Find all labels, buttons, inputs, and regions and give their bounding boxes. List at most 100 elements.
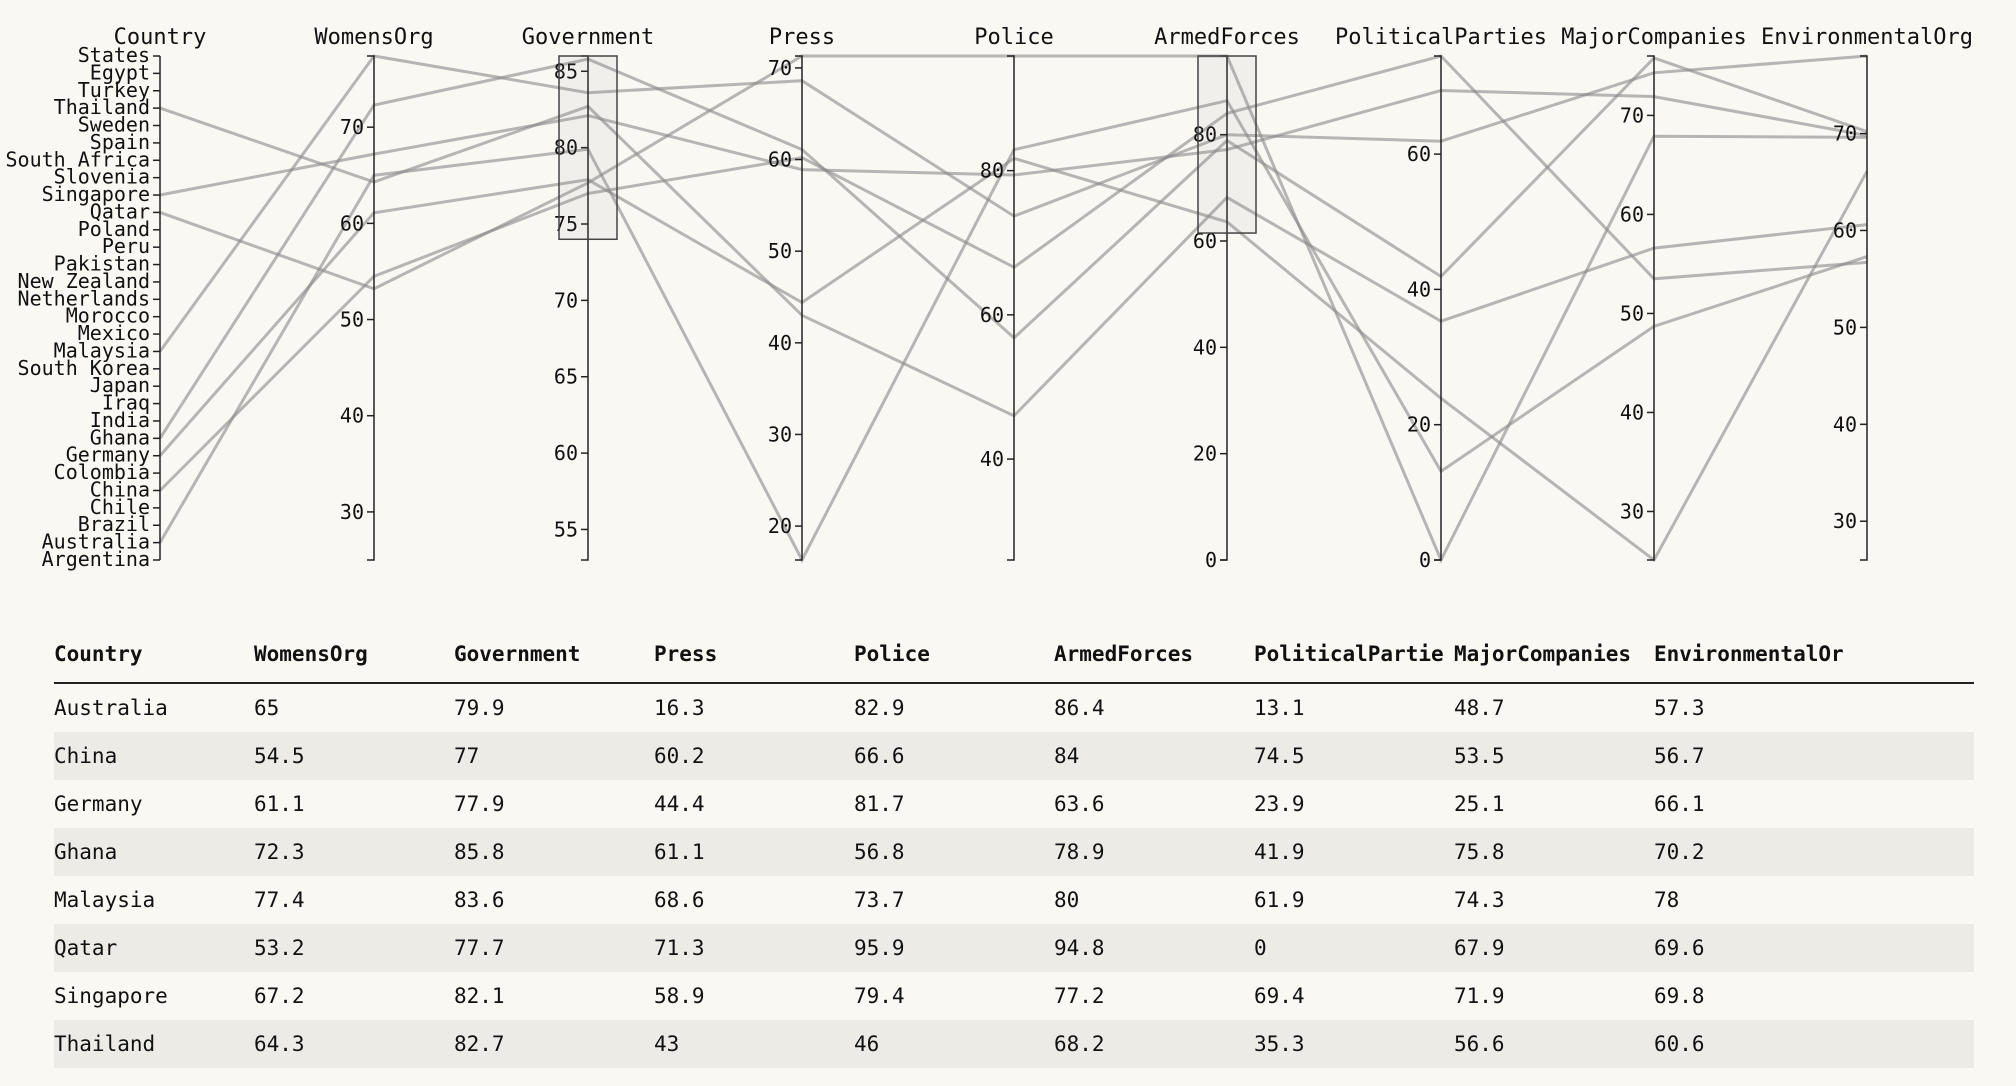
table-cell: 68.2 [1054,1032,1105,1056]
table-cell: 77.2 [1054,984,1105,1008]
table-cell: 56.8 [854,840,905,864]
table-cell: 67.2 [254,984,305,1008]
table-cell: 77.4 [254,888,305,912]
tick-label: Brazil [78,512,150,536]
table-cell: 75.8 [1454,840,1505,864]
column-header[interactable]: Police [854,626,1054,684]
axis-title: EnvironmentalOrg [1761,25,1973,50]
table-cell: 81.7 [854,792,905,816]
axis-press[interactable]: Press 20 30 40 50 60 70 [768,25,835,561]
data-table-container: Country WomensOrg Government Press Police Arm… [54,626,1974,1068]
tick-label: Japan [90,373,150,397]
table-cell: Thailand [54,1032,156,1056]
table-cell: 53.2 [254,936,305,960]
table-cell: 77.7 [454,936,505,960]
table-row[interactable]: Singapore 67.2 82.1 58.9 79.4 77.2 69.4 71.9 69.… [54,972,1974,1020]
table-cell: 61.9 [1254,888,1305,912]
tick-label: Egypt [90,60,150,84]
column-header[interactable]: MajorCompanies [1454,626,1654,684]
axis-title: Country [114,25,207,50]
tick-label: 80 [554,136,578,160]
table-row[interactable]: China 54.5 77 60.2 66.6 84 74.5 53.5 56.7 [54,732,1974,780]
tick-label: Iraq [102,391,150,415]
table-cell: 54.5 [254,744,305,768]
table-cell: 35.3 [1254,1032,1305,1056]
axis-womensorg[interactable]: WomensOrg 30 40 50 60 70 [314,25,434,561]
axis-environmentalorg[interactable]: EnvironmentalOrg 30 40 50 60 70 [1761,25,1973,561]
tick-label: 30 [1833,509,1857,533]
tick-label: 85 [554,59,578,83]
axis-title: ArmedForces [1154,25,1300,50]
table-cell: 79.4 [854,984,905,1008]
column-header[interactable]: EnvironmentalOr [1654,626,1974,684]
tick-label: 70 [1833,122,1857,146]
column-header[interactable]: Country [54,626,254,684]
axes: CountryStatesEgyptTurkeyThailandSwedenSp… [6,25,1973,572]
tick-label: States [78,43,150,67]
table-cell: 85.8 [454,840,505,864]
table-row[interactable]: Germany 61.1 77.9 44.4 81.7 63.6 23.9 25.1 66.1 [54,780,1974,828]
axis-government[interactable]: Government 55 60 65 70 75 80 85 [522,25,654,561]
axis-majorcompanies[interactable]: MajorCompanies 30 40 50 60 70 [1561,25,1747,561]
column-header[interactable]: ArmedForces [1054,626,1254,684]
tick-label: 20 [768,514,792,538]
column-header[interactable]: PoliticalPartie [1254,626,1454,684]
brush-selection[interactable] [558,55,618,241]
parallel-coordinates-chart[interactable]: CountryStatesEgyptTurkeyThailandSwedenSp… [0,0,2016,600]
tick-label: Mexico [78,321,150,345]
tick-label: Argentina [42,547,150,571]
table-row[interactable]: Malaysia 77.4 83.6 68.6 73.7 80 61.9 74.3 78 [54,876,1974,924]
tick-label: 50 [340,308,364,332]
table-cell: 94.8 [1054,936,1105,960]
table-cell: 72.3 [254,840,305,864]
table-row[interactable]: Thailand 64.3 82.7 43 46 68.2 35.3 56.6 60.6 [54,1020,1974,1068]
tick-label: 70 [340,115,364,139]
tick-label: 60 [980,303,1004,327]
tick-label: 80 [980,159,1004,183]
table-cell: 83.6 [454,888,505,912]
axis-politicalparties[interactable]: PoliticalParties 0 20 40 60 [1335,25,1547,572]
data-table: Country WomensOrg Government Press Police Arm… [54,626,1974,1068]
tick-label: Germany [66,443,150,467]
tick-label: China [90,477,150,501]
table-cell: 56.7 [1654,744,1705,768]
table-cell: 71.3 [654,936,705,960]
tick-label: 80 [1193,123,1217,147]
axis-title: Government [522,25,654,50]
tick-label: Pakistan [54,252,150,276]
tick-label: 0 [1205,548,1217,572]
tick-label: 20 [1407,413,1431,437]
tick-label: Malaysia [54,338,150,362]
axis-title: PoliticalParties [1335,25,1547,50]
column-header[interactable]: WomensOrg [254,626,454,684]
table-cell: 56.6 [1454,1032,1505,1056]
tick-label: 40 [768,331,792,355]
table-row[interactable]: Qatar 53.2 77.7 71.3 95.9 94.8 0 67.9 69.6 [54,924,1974,972]
table-row[interactable]: Australia 65 79.9 16.3 82.9 86.4 13.1 48.7 57.3 [54,683,1974,732]
table-row[interactable]: Ghana 72.3 85.8 61.1 56.8 78.9 41.9 75.8 70.2 [54,828,1974,876]
tick-label: Sweden [78,113,150,137]
column-header[interactable]: Government [454,626,654,684]
table-cell: 67.9 [1454,936,1505,960]
tick-label: South Korea [18,356,150,380]
table-cell: 46 [854,1032,880,1056]
axis-country[interactable]: CountryStatesEgyptTurkeyThailandSwedenSp… [6,25,207,571]
tick-label: Chile [90,495,150,519]
table-cell: 13.1 [1254,696,1305,720]
column-header[interactable]: Press [654,626,854,684]
table-cell: 25.1 [1454,792,1505,816]
tick-label: 30 [768,422,792,446]
table-cell: 65 [254,696,280,720]
tick-label: 50 [1620,301,1644,325]
tick-label: 40 [1407,277,1431,301]
axis-police[interactable]: Police 40 60 80 [974,25,1054,561]
table-cell: 0 [1254,936,1267,960]
table-cell: 71.9 [1454,984,1505,1008]
table-cell: 60.6 [1654,1032,1705,1056]
tick-label: Ghana [90,425,150,449]
tick-label: 65 [554,365,578,389]
tick-label: Peru [102,234,150,258]
table-cell: 68.6 [654,888,705,912]
brush-selection[interactable] [1197,55,1257,234]
